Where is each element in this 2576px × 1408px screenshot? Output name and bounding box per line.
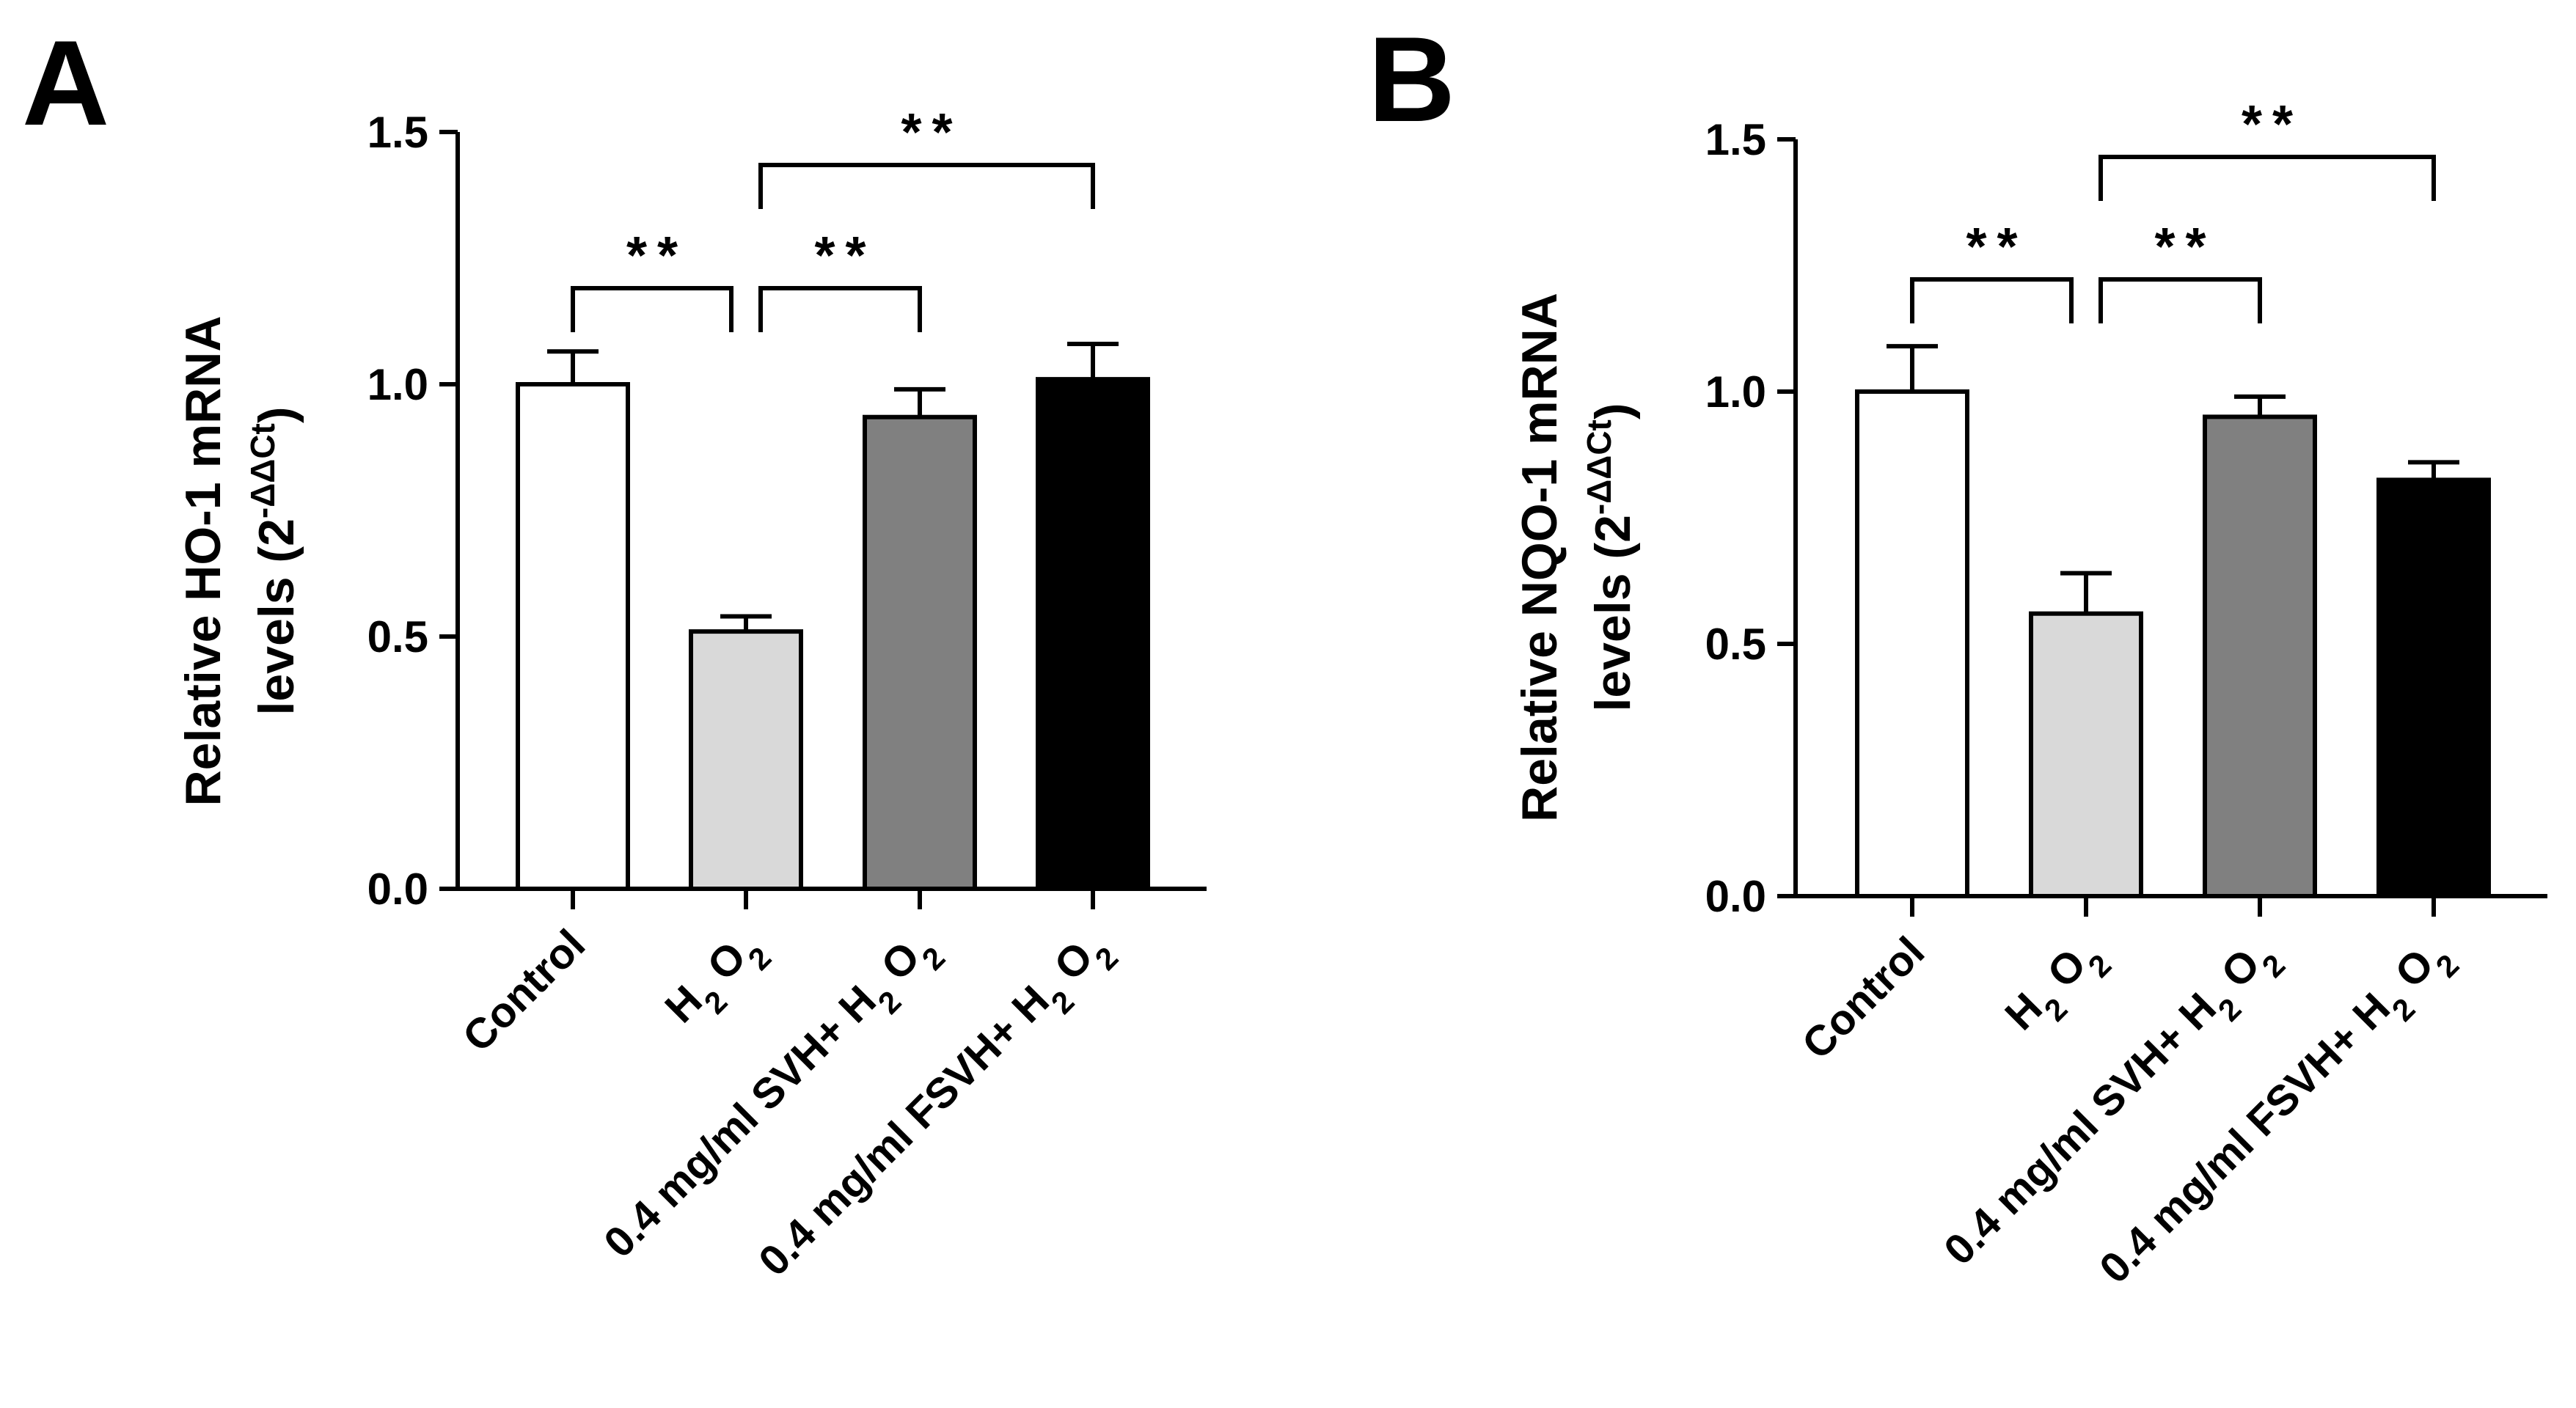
y-tick-label: 1.0 [367, 360, 428, 409]
bar [2376, 477, 2491, 898]
y-axis-title-superscript: -ΔΔCt [1580, 419, 1618, 515]
bar [689, 629, 803, 891]
formula-o: O [2030, 940, 2095, 1005]
bar [516, 382, 630, 891]
formula-o: O [2203, 940, 2269, 1005]
significance-bracket [2099, 277, 2262, 323]
y-axis-title-line2: levels (2-ΔΔCt) [1580, 403, 1641, 711]
significance-label: ** [814, 227, 876, 285]
significance-bracket [1910, 277, 2074, 323]
formula-o: O [863, 933, 929, 998]
y-axis-title-line1: Relative HO-1 mRNA [175, 316, 231, 807]
x-category-label: 0.4 mg/ml SVH+ H2 O2 [595, 920, 951, 1277]
y-tick-label: 0.0 [1705, 872, 1766, 921]
panel-label: A [22, 15, 109, 150]
formula-o: O [1036, 933, 1102, 998]
bar [2203, 414, 2317, 898]
significance-label: ** [626, 227, 688, 285]
bar [2029, 611, 2143, 898]
formula-h: H [1996, 984, 2052, 1040]
significance-bracket [758, 163, 1095, 209]
y-axis-title-line2: levels (2-ΔΔCt) [244, 406, 304, 715]
y-axis-title-superscript: -ΔΔCt [244, 423, 282, 518]
category-text: Control [1793, 928, 1933, 1068]
significance-label: ** [2154, 218, 2216, 276]
category-text: Control [453, 920, 594, 1061]
bar [1036, 377, 1150, 891]
y-tick-label: 0.0 [367, 865, 428, 914]
formula-h: H [656, 977, 711, 1033]
bar [1855, 389, 1969, 898]
y-tick-label: 1.0 [1705, 367, 1766, 417]
y-axis-title-text: levels (2 [1585, 515, 1641, 711]
x-category-label: H2 O2 [1996, 928, 2118, 1049]
y-axis-title-line1: Relative NQO-1 mRNA [1512, 293, 1567, 822]
y-tick-label: 0.5 [367, 612, 428, 661]
y-tick-label: 1.5 [367, 108, 428, 157]
y-tick-label: 0.5 [1705, 620, 1766, 669]
y-axis-title-text: ) [249, 406, 304, 423]
formula-o: O [2377, 940, 2443, 1005]
significance-bracket [571, 286, 733, 332]
y-tick-label: 1.5 [1705, 115, 1766, 164]
significance-label: ** [2242, 95, 2303, 154]
x-category-label: Control [453, 920, 594, 1061]
panel-label: B [1368, 12, 1455, 147]
significance-label: ** [1966, 218, 2027, 276]
significance-bracket [2099, 155, 2436, 201]
significance-bracket [758, 286, 922, 332]
y-axis-title-text: levels (2 [249, 518, 304, 715]
formula-o: O [689, 933, 755, 998]
x-category-label: H2 O2 [656, 920, 777, 1042]
x-category-label: 0.4 mg/ml FSVH+ H2 O2 [2090, 928, 2465, 1302]
y-axis-title-text: ) [1585, 403, 1641, 419]
x-category-label: 0.4 mg/ml SVH+ H2 O2 [1935, 928, 2291, 1284]
significance-label: ** [901, 103, 962, 162]
bar [863, 414, 977, 891]
x-category-label: 0.4 mg/ml FSVH+ H2 O2 [750, 920, 1124, 1295]
x-category-label: Control [1793, 928, 1933, 1068]
